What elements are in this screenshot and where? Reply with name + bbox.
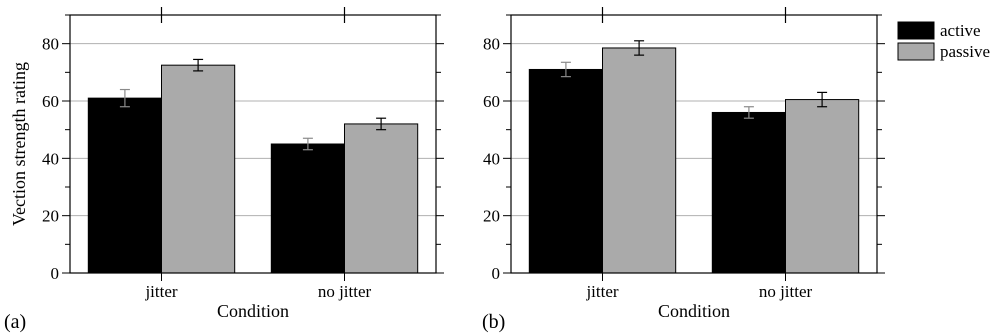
error-bar-active [302, 137, 313, 151]
bar-active [270, 143, 345, 274]
y-tick-label: 40 [42, 149, 59, 168]
bar-passive [344, 123, 419, 274]
panel-label-b: (b) [482, 311, 505, 333]
x-tick-label: no jitter [759, 282, 813, 301]
x-axis-title: Condition [658, 301, 730, 321]
y-tick-label: 0 [51, 264, 60, 283]
y-axis-title: Vection strength rating [9, 62, 29, 226]
y-tick-label: 60 [42, 92, 59, 111]
bar-active [528, 68, 603, 274]
error-bar-active [560, 61, 571, 78]
legend: active passive [897, 21, 990, 61]
bar-passive [161, 64, 236, 274]
y-tick-label: 80 [42, 35, 59, 54]
bar-passive [602, 47, 677, 274]
error-bar-active [119, 88, 130, 108]
bar-active [711, 111, 786, 274]
y-tick-label: 80 [483, 35, 500, 54]
legend-swatch-active [897, 21, 935, 40]
bar-active [87, 97, 162, 274]
error-bar-active [743, 106, 754, 119]
y-tick-label: 60 [483, 92, 500, 111]
bar-passive [785, 99, 860, 274]
x-tick-label: jitter [144, 282, 177, 301]
x-tick-label: jitter [585, 282, 618, 301]
plot-frame [69, 14, 437, 274]
panel-label-a: (a) [4, 311, 26, 333]
error-bar-passive [193, 58, 204, 72]
y-tick-label: 20 [483, 207, 500, 226]
plot-frame [510, 14, 878, 274]
chart-panel-a: 0 20 40 60 80 jitter no jitter Condition Vection… [4, 7, 444, 333]
legend-swatch-passive [897, 42, 935, 61]
y-tick-label: 0 [492, 264, 501, 283]
legend-label-passive: passive [940, 42, 990, 61]
y-tick-label: 40 [483, 149, 500, 168]
chart-panel-b: 0 20 40 60 80 jitter no jitter Condition (b) [482, 7, 885, 333]
x-tick-label: no jitter [318, 282, 372, 301]
x-axis-title: Condition [217, 301, 289, 321]
y-tick-label: 20 [42, 207, 59, 226]
legend-label-active: active [940, 21, 981, 40]
error-bar-passive [817, 91, 828, 108]
error-bar-passive [376, 117, 387, 131]
error-bar-passive [634, 40, 645, 56]
